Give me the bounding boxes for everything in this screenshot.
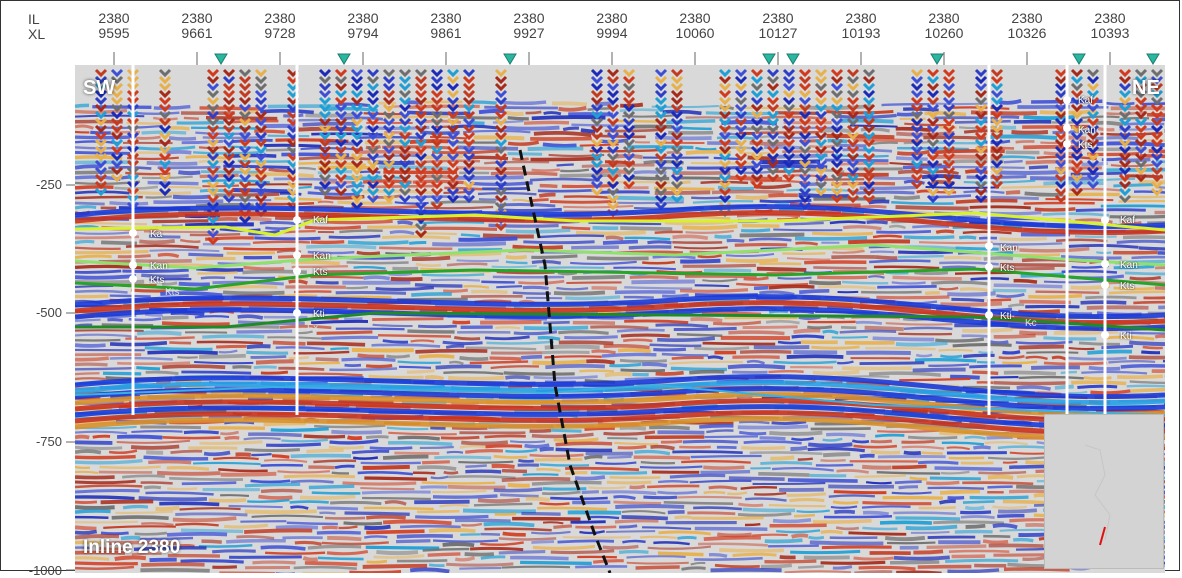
inline-title: Inline 2380	[83, 537, 181, 558]
col-xl: 10193	[841, 25, 881, 41]
col-xl: 10127	[758, 25, 798, 41]
well-annotation: Fx	[307, 323, 319, 334]
well-marker-label: Kts	[1078, 140, 1093, 151]
y-tick-label: -500	[35, 305, 62, 320]
ne-label: NE	[1132, 77, 1160, 99]
well-marker-label: Kts	[150, 275, 165, 286]
well-triangle-icon	[930, 53, 944, 65]
col-xl: 9661	[181, 25, 213, 41]
well-marker-label: Kts	[1120, 281, 1135, 292]
col-xl: 9794	[347, 25, 379, 41]
col-xl: 10326	[1007, 25, 1047, 41]
well-triangle-icon	[1146, 53, 1160, 65]
inset-outline	[1084, 444, 1111, 541]
well-annotation: Kc	[1025, 318, 1037, 329]
col-il: 2380	[430, 10, 462, 26]
well-marker-label: Kan	[313, 251, 331, 262]
well-marker-label: Kan	[1078, 125, 1096, 136]
well-triangle-icon	[1072, 53, 1086, 65]
col-il: 2380	[596, 10, 628, 26]
col-il: 2380	[347, 10, 379, 26]
well-marker-label: Kti	[313, 309, 325, 320]
location-map-inset	[1044, 414, 1164, 569]
col-il: 2380	[98, 10, 130, 26]
well-marker-label: Kaf	[1120, 215, 1136, 226]
col-il: 2380	[762, 10, 794, 26]
well-triangle-icon	[337, 53, 351, 65]
well-marker-label: Kan	[1120, 260, 1138, 271]
y-axis-ticks	[66, 184, 75, 571]
well-triangle-icon	[503, 53, 517, 65]
inline-location-line	[1099, 526, 1106, 546]
well-marker-label: Kaf	[1078, 95, 1094, 106]
seismic-section[interactable]: SW NE Inline 2380 Ka Kan Kts Kts Kaf Kan…	[75, 65, 1165, 573]
well-marker-label: Kan	[150, 261, 168, 272]
col-il: 2380	[1094, 10, 1126, 26]
il-label: IL	[28, 11, 40, 27]
col-xl: 9728	[264, 25, 296, 41]
sw-label: SW	[83, 77, 116, 99]
col-il: 2380	[264, 10, 296, 26]
seismic-amplitude-image	[75, 65, 1165, 573]
well-marker-label: Ka	[150, 229, 163, 240]
y-tick-label: -250	[35, 177, 62, 192]
well-triangle-icon	[762, 53, 776, 65]
well-triangle-icon	[786, 53, 800, 65]
col-xl: 10060	[675, 25, 715, 41]
col-il: 2380	[845, 10, 877, 26]
col-xl: 10393	[1090, 25, 1130, 41]
col-il: 2380	[513, 10, 545, 26]
well-marker-label: Kts	[313, 267, 328, 278]
well-marker-label: Kti	[1120, 331, 1132, 342]
col-xl: 10260	[924, 25, 964, 41]
well-marker-label: Kts	[1000, 263, 1015, 274]
col-il: 2380	[1011, 10, 1043, 26]
well-marker-label: Kaf	[313, 215, 329, 226]
col-il: 2380	[679, 10, 711, 26]
well-marker-label: Kan	[1000, 243, 1018, 254]
col-xl: 9927	[513, 25, 545, 41]
well-marker-label: Kti	[1000, 311, 1012, 322]
col-il: 2380	[928, 10, 960, 26]
col-xl: 9861	[430, 25, 462, 41]
well-triangle-icon	[214, 53, 228, 65]
col-xl: 9994	[596, 25, 628, 41]
col-il: 2380	[181, 10, 213, 26]
header-ticks	[113, 52, 1160, 66]
col-xl: 9595	[98, 25, 130, 41]
xl-label: XL	[28, 26, 46, 42]
inset-map	[1084, 444, 1111, 546]
well-annotation: Kts	[165, 287, 180, 298]
y-tick-label: -750	[35, 434, 62, 449]
inline-crossline-header: IL XL 2380 9595 2380 9661 2380 9728 2380…	[0, 0, 1182, 66]
